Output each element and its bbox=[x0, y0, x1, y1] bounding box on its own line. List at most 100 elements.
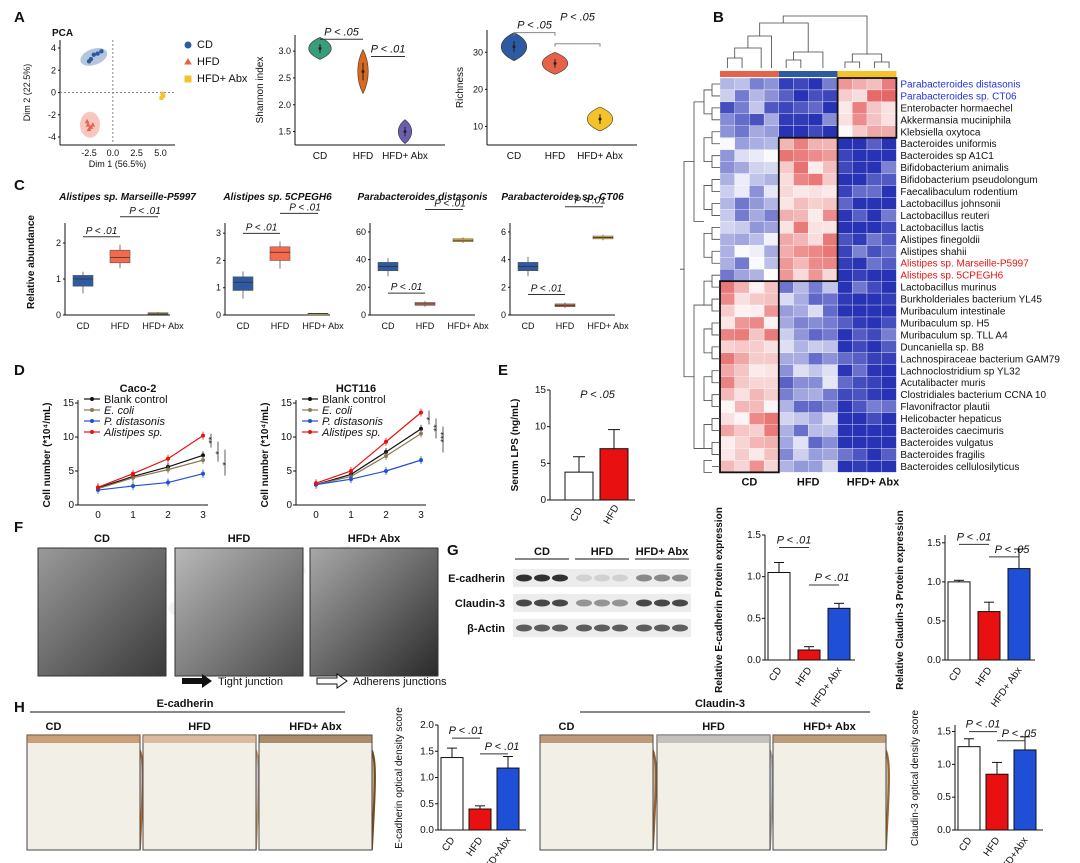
heatmap-cell bbox=[778, 316, 794, 330]
heatmap-cell bbox=[881, 113, 897, 126]
boxplot-xtick: HFD+ Abx bbox=[142, 321, 184, 331]
heatmap-cell bbox=[749, 316, 765, 330]
pca-point-abx bbox=[161, 93, 166, 98]
boxplot-xtick: HFD bbox=[111, 321, 130, 331]
heatmap-cell bbox=[808, 77, 824, 91]
heatmap-cell bbox=[808, 137, 824, 150]
heatmap-cell bbox=[793, 280, 809, 294]
heatmap-cell bbox=[852, 137, 868, 150]
ihc-photo bbox=[772, 734, 887, 851]
legend-point bbox=[308, 397, 312, 401]
blot-band bbox=[552, 574, 568, 582]
heatmap-cell bbox=[734, 364, 750, 377]
heatmap-cell bbox=[734, 149, 750, 162]
heatmap-cell bbox=[852, 280, 868, 294]
pca-point-hfd bbox=[86, 126, 92, 132]
blot-band bbox=[672, 574, 688, 582]
panel-letter-D: D bbox=[14, 362, 25, 379]
heatmap-cell bbox=[808, 101, 824, 115]
heatmap-cell bbox=[837, 280, 853, 294]
heatmap-cell bbox=[822, 316, 838, 330]
boxplot-title: Parabacteroides distasonis bbox=[357, 192, 487, 203]
blot-strip bbox=[513, 569, 691, 587]
pca-point-cd bbox=[99, 49, 104, 54]
heatmap-cell bbox=[763, 352, 779, 365]
ecad-ihc-ylabel: E-cadherin optical density score bbox=[394, 707, 405, 849]
heatmap-cell bbox=[852, 161, 868, 174]
heatmap-cell bbox=[719, 257, 735, 270]
richness-xtick: HFD+ Abx bbox=[577, 151, 623, 162]
ihc-surface bbox=[259, 735, 372, 743]
heatmap-cell bbox=[866, 113, 882, 126]
heatmap-cell bbox=[734, 221, 750, 234]
heatmap-cell bbox=[763, 328, 779, 342]
heatmap-cell bbox=[778, 436, 794, 449]
heatmap-cell bbox=[822, 376, 838, 389]
blot-band bbox=[654, 599, 670, 607]
heatmap-cell bbox=[763, 185, 779, 198]
dendrogram-left bbox=[680, 83, 720, 473]
heatmap-cell bbox=[837, 292, 853, 306]
heatmap-cell bbox=[793, 209, 809, 222]
heatmap-cell bbox=[778, 89, 794, 103]
heatmap-cell bbox=[881, 173, 897, 186]
heatmap-cell bbox=[881, 412, 897, 425]
heatmap-cell bbox=[808, 436, 824, 449]
heatmap-cell bbox=[837, 149, 853, 162]
heatmap-cell bbox=[749, 257, 765, 270]
ihc-title: CD bbox=[46, 721, 62, 733]
heatmap-cell bbox=[866, 280, 882, 294]
heatmap-cell bbox=[837, 448, 853, 461]
pca-xtick: -2.5 bbox=[81, 148, 97, 158]
heatmap-cell bbox=[837, 460, 853, 473]
heatmap-cell bbox=[866, 197, 882, 210]
heatmap-cell bbox=[778, 292, 794, 306]
heatmap-cell bbox=[778, 101, 794, 115]
species-label: Lachnospiraceae bacterium GAM79 bbox=[900, 354, 1060, 365]
richness-ytick: 20 bbox=[473, 84, 483, 94]
boxplot-xtick: HFD+ Abx bbox=[447, 321, 489, 331]
sig-bracket bbox=[554, 43, 601, 47]
heatmap-cell bbox=[866, 137, 882, 150]
heatmap-cell bbox=[852, 257, 868, 270]
cld-blot-chart-xtick: HFD bbox=[974, 665, 995, 688]
legend-point bbox=[308, 408, 312, 412]
heatmap-cell bbox=[719, 125, 735, 138]
heatmap-cell bbox=[763, 269, 779, 282]
boxplot-title: Alistipes sp. 5CPEGH6 bbox=[222, 192, 332, 203]
heatmap-cell bbox=[749, 221, 765, 234]
heatmap-cell bbox=[793, 424, 809, 437]
heatmap-cell bbox=[719, 197, 735, 210]
heatmap-cell bbox=[837, 77, 853, 91]
heatmap-cell bbox=[881, 185, 897, 198]
species-label: Bacteroides uniformis bbox=[900, 139, 996, 150]
heatmap-cell bbox=[763, 292, 779, 306]
pca-ytick: -4 bbox=[48, 132, 56, 142]
heatmap-cell bbox=[822, 101, 838, 115]
heatmap-cell bbox=[822, 113, 838, 126]
ihc-surface bbox=[540, 735, 653, 743]
species-label: Clostridiales bacterium CCNA 10 bbox=[900, 390, 1046, 401]
heatmap-cell bbox=[852, 149, 868, 162]
heatmap-cell bbox=[778, 352, 794, 365]
heatmap-cell bbox=[881, 436, 897, 449]
shannon-ylabel: Shannon index bbox=[255, 57, 266, 124]
heatmap-cell bbox=[822, 400, 838, 413]
black-arrow-legend-icon bbox=[182, 674, 212, 688]
heatmap-cell bbox=[881, 233, 897, 246]
heatmap-cell bbox=[763, 257, 779, 270]
heatmap-cell bbox=[822, 412, 838, 425]
species-label: Helicobacter hepaticus bbox=[900, 414, 1001, 425]
ihc-photo bbox=[258, 734, 373, 851]
sig-stars: ** bbox=[207, 436, 217, 444]
legend-point bbox=[90, 408, 94, 412]
heatmap-cell bbox=[763, 137, 779, 150]
lps-ytick: 5 bbox=[540, 458, 546, 469]
heatmap-cell bbox=[763, 400, 779, 413]
heatmap-cell bbox=[837, 173, 853, 186]
heatmap-cell bbox=[866, 77, 882, 91]
pca-point-hfd bbox=[85, 122, 91, 127]
heatmap-cell bbox=[837, 197, 853, 210]
heatmap-cell bbox=[749, 89, 765, 103]
species-label: Parabacteroides distasonis bbox=[900, 79, 1020, 90]
